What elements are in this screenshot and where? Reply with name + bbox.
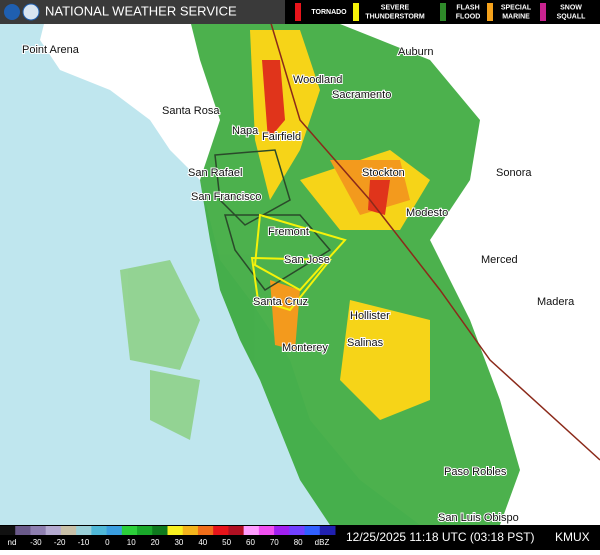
header-title: NATIONAL WEATHER SERVICE bbox=[45, 3, 237, 18]
scale-swatch bbox=[91, 526, 108, 535]
scale-swatch bbox=[15, 526, 31, 535]
warning-label: SNOW bbox=[560, 4, 582, 11]
scale-swatch bbox=[274, 526, 290, 535]
warning-items: TORNADO SEVERE THUNDERSTORM FLASH FLOOD SPECI… bbox=[295, 3, 586, 21]
city-label: Fairfield bbox=[262, 131, 301, 143]
city-label: Napa bbox=[232, 125, 259, 137]
scale-swatch bbox=[182, 526, 199, 535]
warning-label: THUNDERSTORM bbox=[365, 13, 425, 20]
scale-swatch bbox=[60, 526, 77, 535]
city-label: Santa Rosa bbox=[162, 105, 220, 117]
city-label: Sacramento bbox=[332, 89, 391, 101]
scale-swatch bbox=[152, 526, 168, 535]
city-label: San Rafael bbox=[188, 167, 242, 179]
scale-swatch bbox=[213, 526, 229, 535]
scale-swatch bbox=[167, 526, 184, 535]
scale-label: 60 bbox=[246, 538, 255, 547]
warning-label: SPECIAL bbox=[501, 4, 532, 11]
warning-label: TORNADO bbox=[311, 9, 347, 16]
scale-label: -10 bbox=[78, 538, 90, 547]
warning-label: SEVERE bbox=[381, 4, 410, 11]
scale-label: 50 bbox=[222, 538, 231, 547]
city-label: Hollister bbox=[350, 310, 390, 322]
flood-polygons bbox=[214, 149, 332, 291]
warning-swatch bbox=[295, 3, 301, 21]
scale-label: 10 bbox=[127, 538, 136, 547]
warning-label: FLOOD bbox=[456, 13, 481, 20]
station: KMUX bbox=[555, 530, 590, 544]
city-label: San Francisco bbox=[191, 191, 261, 203]
highway bbox=[269, 19, 600, 461]
scale-swatch bbox=[289, 526, 306, 535]
scale-swatch bbox=[45, 526, 62, 535]
scale-swatch bbox=[121, 526, 138, 535]
scale-label: nd bbox=[8, 538, 17, 547]
scale-label: -20 bbox=[54, 538, 66, 547]
warning-label: MARINE bbox=[502, 13, 530, 20]
warning-label: FLASH bbox=[456, 4, 479, 11]
city-label: Auburn bbox=[398, 46, 433, 58]
scale-swatch bbox=[30, 526, 47, 535]
thunderstorm-polygons bbox=[250, 213, 347, 312]
city-labels: Point Arena Auburn Woodland Sacramento Santa… bbox=[21, 43, 576, 525]
scale-swatch bbox=[0, 526, 16, 535]
warning-label: SQUALL bbox=[557, 13, 587, 20]
header-bar bbox=[0, 0, 285, 24]
color-scale: nd -30 -20 -10 0 10 20 30 40 50 60 70 80 dBZ bbox=[0, 526, 336, 547]
city-label: Woodland bbox=[293, 74, 342, 86]
scale-swatch bbox=[258, 526, 275, 535]
city-label: Modesto bbox=[406, 207, 448, 219]
warning-swatch bbox=[353, 3, 359, 21]
scale-label: -30 bbox=[30, 538, 42, 547]
timestamp: 12/25/2025 11:18 UTC (03:18 PST) bbox=[346, 530, 535, 544]
city-label: Fremont bbox=[268, 226, 309, 238]
city-label: Sonora bbox=[496, 167, 532, 179]
city-label: Santa Cruz bbox=[253, 296, 308, 308]
warning-swatch bbox=[440, 3, 446, 21]
city-label: Point Arena bbox=[22, 44, 80, 56]
scale-label: dBZ bbox=[315, 538, 330, 547]
scale-swatch bbox=[137, 526, 153, 535]
city-label: San Luis Obispo bbox=[438, 512, 519, 524]
city-label: Stockton bbox=[362, 167, 405, 179]
ocean bbox=[0, 0, 420, 525]
city-label: San Jose bbox=[284, 254, 330, 266]
scale-swatch bbox=[76, 526, 92, 535]
scale-swatch bbox=[319, 526, 336, 535]
city-label: Paso Robles bbox=[444, 466, 507, 478]
scale-label: 80 bbox=[294, 538, 303, 547]
city-label: Monterey bbox=[282, 342, 328, 354]
city-label: Merced bbox=[481, 254, 518, 266]
scale-swatch bbox=[228, 526, 245, 535]
scale-label: 70 bbox=[270, 538, 279, 547]
scale-swatch bbox=[197, 526, 214, 535]
scale-label: 20 bbox=[151, 538, 160, 547]
warning-swatch bbox=[487, 3, 493, 21]
city-label: Madera bbox=[537, 296, 575, 308]
city-label: Salinas bbox=[347, 337, 384, 349]
scale-label: 0 bbox=[105, 538, 110, 547]
noaa-logo bbox=[4, 4, 20, 20]
scale-label: 40 bbox=[198, 538, 207, 547]
warning-swatch bbox=[540, 3, 546, 21]
nws-logo bbox=[22, 3, 40, 21]
scale-label: 30 bbox=[174, 538, 183, 547]
scale-swatch bbox=[304, 526, 321, 535]
scale-swatch bbox=[106, 526, 123, 535]
scale-swatch bbox=[243, 526, 260, 535]
heavy-echoes bbox=[250, 30, 430, 420]
